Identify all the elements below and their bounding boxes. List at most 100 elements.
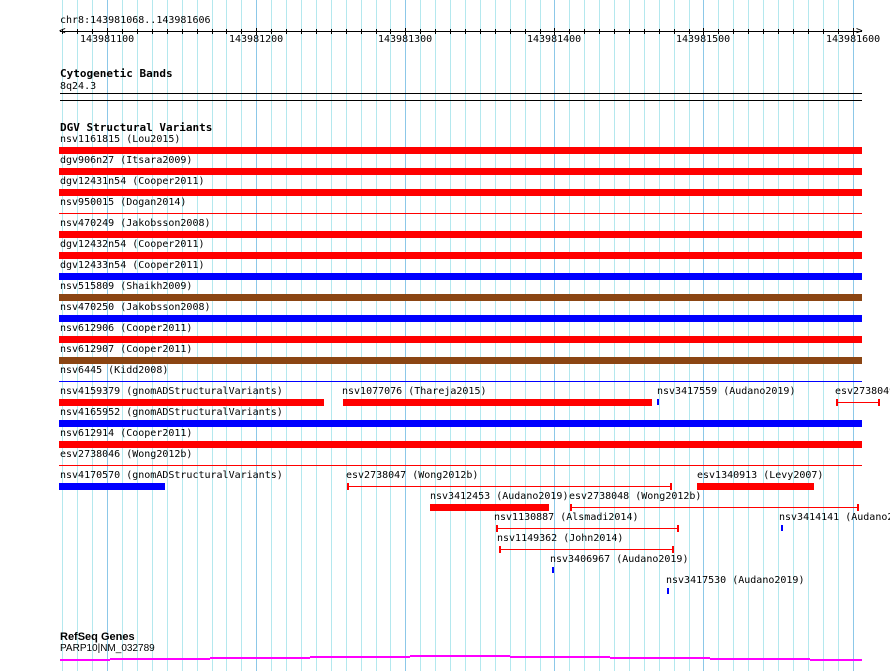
grid-line [122,0,123,671]
ruler-tick [659,29,660,34]
gene-segment [810,659,862,661]
feature-label[interactable]: nsv3414141 (Audano2019) [779,512,890,523]
feature-label[interactable]: dgv12433n54 (Cooper2011) [60,260,205,271]
grid-line [778,0,779,671]
gene-segment [60,659,110,661]
grid-line [510,0,511,671]
refseq-gene-label[interactable]: PARP10|NM_032789 [60,643,155,654]
ruler-tick [256,28,257,35]
grid-line [226,0,227,671]
feature-label[interactable]: esv1340913 (Levy2007) [697,470,824,481]
grid-line [301,0,302,671]
feature-label[interactable]: nsv3406967 (Audano2019) [550,554,689,565]
gene-segment [710,658,810,660]
feature-label[interactable]: nsv3417530 (Audano2019) [666,575,805,586]
grid-line [584,0,585,671]
feature-label[interactable]: nsv612914 (Cooper2011) [60,428,193,439]
feature-line[interactable] [59,465,862,466]
ruler-tick-label: 143981400 [527,34,582,45]
grid-line [212,0,213,671]
feature-label[interactable]: esv2738049 [835,386,890,397]
ruler-tick [286,29,287,34]
feature-range-line[interactable] [496,528,679,529]
feature-bar[interactable] [59,231,862,238]
feature-label[interactable]: nsv515809 (Shaikh2009) [60,281,193,292]
feature-label[interactable]: dgv12432n54 (Cooper2011) [60,239,205,250]
feature-label[interactable]: esv2738048 (Wong2012b) [569,491,702,502]
feature-label[interactable]: nsv1161815 (Lou2015) [60,134,181,145]
feature-label[interactable]: nsv1130887 (Alsmadi2014) [494,512,639,523]
grid-line [77,0,78,671]
feature-label[interactable]: dgv906n27 (Itsara2009) [60,155,193,166]
feature-bar[interactable] [59,441,862,448]
feature-bar[interactable] [59,315,862,322]
dgv-track-title: DGV Structural Variants [60,121,213,134]
ruler-tick [137,29,138,34]
feature-label[interactable]: nsv3417559 (Audano2019) [657,386,796,397]
feature-bar[interactable] [59,273,862,280]
feature-line[interactable] [59,381,862,382]
feature-label[interactable]: nsv6445 (Kidd2008) [60,365,169,376]
feature-label[interactable]: nsv612907 (Cooper2011) [60,344,193,355]
ruler-tick [853,28,854,35]
ruler-tick [793,29,794,34]
ruler-tick [420,29,421,34]
feature-bar[interactable] [59,252,862,259]
feature-label[interactable]: nsv612906 (Cooper2011) [60,323,193,334]
feature-bar[interactable] [59,420,862,427]
feature-bar[interactable] [697,483,814,490]
feature-bar[interactable] [430,504,549,511]
grid-line [823,0,824,671]
feature-range-line[interactable] [499,549,674,550]
feature-bar[interactable] [59,399,324,406]
feature-label[interactable]: esv2738046 (Wong2012b) [60,449,193,460]
grid-line [599,0,600,671]
ruler-tick [480,29,481,34]
feature-label[interactable]: esv2738047 (Wong2012b) [346,470,479,481]
grid-line [763,0,764,671]
ruler-tick [540,29,541,34]
feature-range-line[interactable] [836,402,880,403]
feature-label[interactable]: nsv4170570 (gnomADStructuralVariants) [60,470,283,481]
feature-bar[interactable] [59,483,165,490]
feature-label[interactable]: nsv1149362 (John2014) [497,533,624,544]
ruler-tick-label: 143981600 [826,34,881,45]
feature-range-end [677,525,679,532]
grid-line [331,0,332,671]
feature-label[interactable]: nsv4165952 (gnomADStructuralVariants) [60,407,283,418]
ruler-tick [510,29,511,34]
feature-label[interactable]: dgv12431n54 (Cooper2011) [60,176,205,187]
feature-mark[interactable] [657,399,659,405]
feature-mark[interactable] [667,588,669,594]
grid-line [614,0,615,671]
ruler-tick [226,29,227,34]
grid-line [629,0,630,671]
feature-label[interactable]: nsv470250 (Jakobsson2008) [60,302,211,313]
feature-bar[interactable] [59,294,862,301]
feature-bar[interactable] [59,357,862,364]
feature-label[interactable]: nsv950015 (Dogan2014) [60,197,187,208]
feature-line[interactable] [59,213,862,214]
feature-bar[interactable] [59,147,862,154]
feature-mark[interactable] [781,525,783,531]
feature-label[interactable]: nsv3412453 (Audano2019) [430,491,569,502]
feature-range-line[interactable] [347,486,672,487]
feature-range-end [878,399,880,406]
grid-line [376,0,377,671]
grid-line [390,0,391,671]
grid-line [167,0,168,671]
feature-label[interactable]: nsv4159379 (gnomADStructuralVariants) [60,386,283,397]
feature-bar[interactable] [59,168,862,175]
feature-bar[interactable] [59,189,862,196]
feature-mark[interactable] [552,567,554,573]
feature-label[interactable]: nsv470249 (Jakobsson2008) [60,218,211,229]
ruler-right-arrow-icon[interactable]: > [856,24,863,37]
cytoband-label[interactable]: 8q24.3 [60,81,97,92]
feature-range-line[interactable] [570,507,859,508]
grid-line [644,0,645,671]
feature-bar[interactable] [343,399,652,406]
feature-bar[interactable] [59,336,862,343]
feature-range-end [672,546,674,553]
feature-label[interactable]: nsv1077076 (Thareja2015) [342,386,487,397]
grid-line [316,0,317,671]
